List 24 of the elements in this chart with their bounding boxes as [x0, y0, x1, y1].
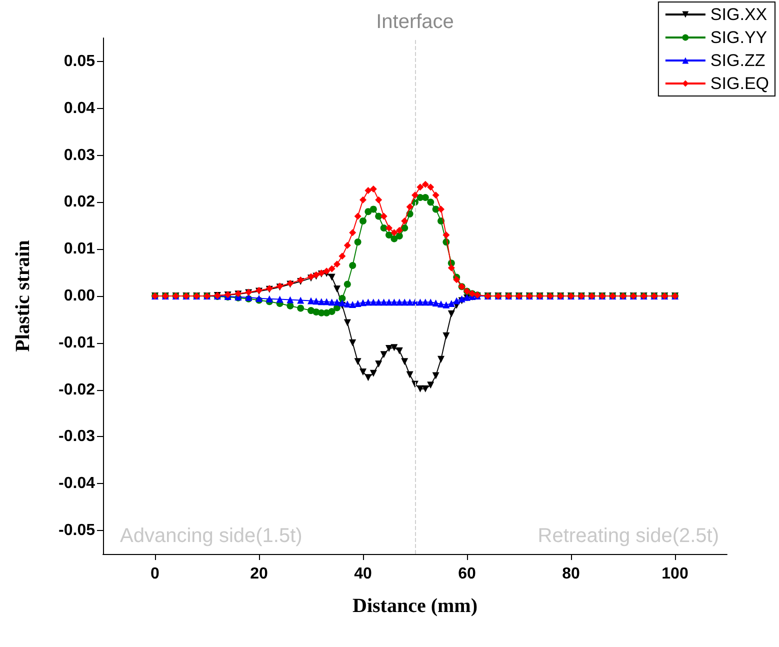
y-tick-label: -0.05 [58, 522, 96, 540]
y-tick-label: 0.02 [64, 194, 96, 211]
y-tick-label: 0.05 [64, 52, 96, 70]
y-tick-label: -0.01 [58, 334, 96, 352]
legend-label: SIG.XX [710, 5, 768, 24]
ref-line-label: Interface [376, 11, 454, 33]
x-tick-label: 40 [354, 566, 372, 582]
x-tick-label: 80 [562, 566, 580, 582]
y-tick-label: -0.03 [58, 428, 96, 446]
y-tick-label: 0.00 [64, 288, 96, 304]
x-tick-label: 0 [150, 566, 160, 582]
legend-label: SIG.ZZ [710, 51, 766, 70]
x-tick-label: 20 [250, 566, 268, 582]
y-tick-label: 0.03 [64, 146, 96, 164]
y-tick-label: 0.04 [64, 100, 96, 117]
legend-label: SIG.YY [710, 28, 768, 47]
y-tick-label: -0.04 [58, 475, 96, 492]
y-axis-title: Plastic strain [12, 240, 34, 352]
y-tick-label: 0.01 [64, 240, 96, 258]
legend-label: SIG.EQ [710, 74, 770, 93]
x-tick-label: 60 [458, 566, 476, 582]
x-tick-label: 100 [662, 566, 688, 582]
y-tick-label: -0.02 [58, 381, 96, 398]
x-axis-title: Distance (mm) [352, 595, 478, 617]
